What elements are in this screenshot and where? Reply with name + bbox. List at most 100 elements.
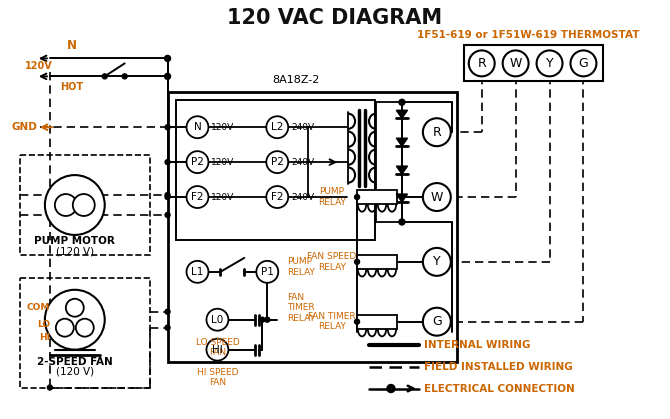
Text: FAN
TIMER
RELAY: FAN TIMER RELAY bbox=[287, 293, 315, 323]
Text: 240V: 240V bbox=[291, 193, 314, 202]
Text: HI: HI bbox=[212, 345, 223, 354]
Circle shape bbox=[186, 261, 208, 283]
Polygon shape bbox=[397, 166, 407, 174]
Text: 120 VAC DIAGRAM: 120 VAC DIAGRAM bbox=[226, 8, 442, 28]
Circle shape bbox=[186, 186, 208, 208]
Text: (120 V): (120 V) bbox=[56, 247, 94, 257]
Circle shape bbox=[354, 319, 360, 324]
Text: L0: L0 bbox=[211, 315, 224, 325]
Text: 2-SPEED FAN: 2-SPEED FAN bbox=[37, 357, 113, 367]
Circle shape bbox=[423, 118, 451, 146]
Circle shape bbox=[266, 186, 288, 208]
Circle shape bbox=[354, 259, 360, 264]
Text: PUMP
RELAY: PUMP RELAY bbox=[318, 187, 346, 207]
Circle shape bbox=[266, 116, 288, 138]
Circle shape bbox=[186, 151, 208, 173]
Polygon shape bbox=[397, 194, 407, 202]
Circle shape bbox=[570, 50, 596, 76]
Circle shape bbox=[48, 385, 52, 390]
Text: W: W bbox=[509, 57, 522, 70]
Circle shape bbox=[56, 319, 74, 336]
Text: N: N bbox=[194, 122, 202, 132]
Text: FAN TIMER
RELAY: FAN TIMER RELAY bbox=[308, 312, 356, 331]
Circle shape bbox=[423, 248, 451, 276]
Text: HI SPEED
FAN: HI SPEED FAN bbox=[197, 367, 238, 387]
Circle shape bbox=[103, 74, 107, 79]
Bar bbox=[464, 45, 604, 81]
Text: PUMP MOTOR: PUMP MOTOR bbox=[34, 236, 115, 246]
Text: 240V: 240V bbox=[291, 158, 314, 167]
Circle shape bbox=[76, 319, 94, 336]
Circle shape bbox=[537, 50, 563, 76]
Bar bbox=[357, 315, 397, 328]
Text: PUMP
RELAY: PUMP RELAY bbox=[287, 257, 315, 277]
Text: R: R bbox=[477, 57, 486, 70]
Polygon shape bbox=[397, 138, 407, 146]
Bar bbox=[357, 190, 397, 204]
Circle shape bbox=[165, 73, 171, 79]
Text: FIELD INSTALLED WIRING: FIELD INSTALLED WIRING bbox=[424, 362, 573, 372]
Text: Y: Y bbox=[433, 255, 441, 268]
Text: F2: F2 bbox=[191, 192, 204, 202]
Text: G: G bbox=[432, 315, 442, 328]
Text: HI: HI bbox=[39, 333, 50, 342]
Text: LO: LO bbox=[37, 320, 50, 329]
Circle shape bbox=[165, 125, 170, 130]
Text: F2: F2 bbox=[271, 192, 283, 202]
Text: HOT: HOT bbox=[60, 83, 83, 92]
Text: 1F51-619 or 1F51W-619 THERMOSTAT: 1F51-619 or 1F51W-619 THERMOSTAT bbox=[417, 31, 640, 41]
Circle shape bbox=[206, 339, 228, 361]
Text: (120 V): (120 V) bbox=[56, 367, 94, 377]
Text: R: R bbox=[432, 126, 442, 139]
Text: P2: P2 bbox=[271, 157, 283, 167]
Circle shape bbox=[165, 55, 171, 62]
Circle shape bbox=[206, 309, 228, 331]
Text: INTERNAL WIRING: INTERNAL WIRING bbox=[424, 340, 531, 349]
Text: N: N bbox=[67, 39, 77, 52]
Circle shape bbox=[354, 194, 360, 199]
Text: GND: GND bbox=[11, 122, 37, 132]
Text: FAN SPEED
RELAY: FAN SPEED RELAY bbox=[308, 252, 356, 272]
Circle shape bbox=[423, 183, 451, 211]
Text: COM: COM bbox=[27, 303, 50, 312]
Circle shape bbox=[66, 299, 84, 317]
Circle shape bbox=[387, 385, 395, 393]
Text: W: W bbox=[431, 191, 443, 204]
Text: ELECTRICAL CONNECTION: ELECTRICAL CONNECTION bbox=[424, 383, 575, 393]
Circle shape bbox=[469, 50, 494, 76]
Circle shape bbox=[165, 325, 170, 330]
Circle shape bbox=[122, 74, 127, 79]
Circle shape bbox=[165, 193, 170, 197]
Circle shape bbox=[45, 290, 105, 349]
Text: 8A18Z-2: 8A18Z-2 bbox=[272, 75, 320, 85]
Bar bbox=[20, 155, 149, 255]
Circle shape bbox=[399, 99, 405, 105]
Circle shape bbox=[423, 308, 451, 336]
Text: LO SPEED
FAN: LO SPEED FAN bbox=[196, 338, 239, 357]
Text: 120V: 120V bbox=[25, 61, 53, 71]
Text: G: G bbox=[579, 57, 588, 70]
Text: P2: P2 bbox=[191, 157, 204, 167]
Text: P1: P1 bbox=[261, 267, 274, 277]
Circle shape bbox=[266, 151, 288, 173]
Text: 120V: 120V bbox=[212, 123, 234, 132]
Circle shape bbox=[165, 194, 170, 199]
Bar bbox=[20, 278, 149, 388]
Circle shape bbox=[265, 317, 270, 322]
Bar bbox=[357, 255, 397, 269]
Polygon shape bbox=[397, 110, 407, 118]
Circle shape bbox=[186, 116, 208, 138]
Circle shape bbox=[73, 194, 94, 216]
Bar bbox=[168, 92, 457, 362]
Text: 120V: 120V bbox=[212, 158, 234, 167]
Circle shape bbox=[165, 212, 170, 217]
Text: L1: L1 bbox=[192, 267, 204, 277]
Circle shape bbox=[55, 194, 77, 216]
Text: Y: Y bbox=[546, 57, 553, 70]
Circle shape bbox=[260, 317, 265, 322]
Circle shape bbox=[399, 219, 405, 225]
Circle shape bbox=[165, 160, 170, 165]
Circle shape bbox=[45, 175, 105, 235]
Bar bbox=[176, 100, 375, 240]
Circle shape bbox=[165, 309, 170, 314]
